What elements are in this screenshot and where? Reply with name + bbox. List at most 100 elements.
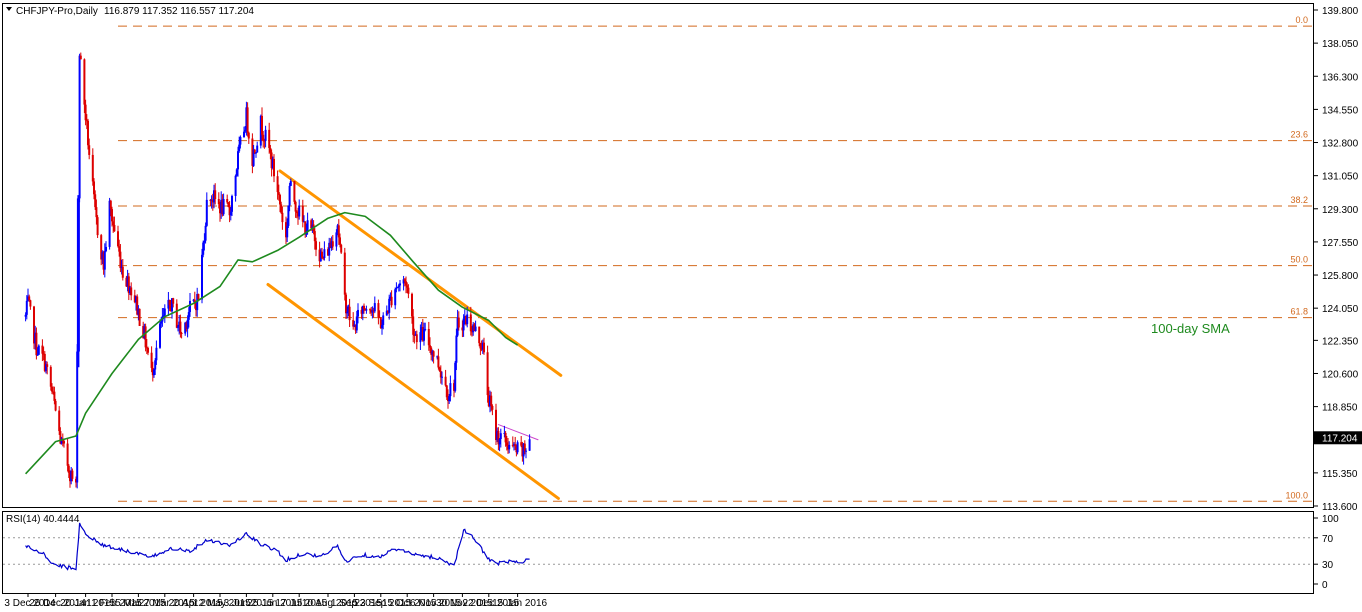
rsi-tick-label: 30 [1322,560,1334,571]
candle-body [46,364,49,367]
candle-body [525,450,527,452]
candle [280,201,283,214]
candle-body [171,298,173,312]
candle-body [159,323,161,348]
price-tick-label: 120.600 [1322,369,1359,380]
candle-body [137,308,140,315]
candle [268,122,271,154]
candle [361,305,364,321]
candle-body [246,107,249,133]
candle-body [287,205,290,226]
candle-body [220,199,223,214]
candle-body [229,211,232,216]
sma-label: 100-day SMA [1151,321,1230,336]
candle-body [93,181,95,195]
candle-body [210,199,213,201]
candle-body [352,320,355,327]
date-tick-label: 15 Oct 2015 [382,598,437,609]
candle [444,369,447,387]
candle-body [251,138,254,166]
candle-body [522,443,525,457]
collapse-triangle-icon[interactable] [6,7,12,11]
candle [281,206,284,230]
candle [447,389,449,409]
channel-lines [266,169,563,500]
price-tick-label: 124.050 [1322,304,1359,315]
candle [203,233,206,251]
candle [153,368,155,378]
candle [304,221,307,238]
candle [403,278,406,287]
candle [521,441,524,462]
candle-body [372,309,375,312]
candle [355,310,358,334]
candle-body [306,220,309,232]
candle-body [431,351,434,355]
candle [508,441,511,454]
candle [121,258,124,281]
candle-body [365,309,368,311]
candle [66,438,69,472]
candle [145,339,148,355]
candle [396,286,399,288]
candle-body [45,364,47,371]
candle-body [448,396,451,402]
candle [46,361,49,375]
candle-body [63,441,65,444]
candle-body [346,311,349,314]
candle-body [222,199,225,215]
candle [237,146,239,177]
candle-body [76,198,80,352]
candle [297,207,299,225]
candle [336,223,339,236]
candle-body [281,212,284,223]
candle-body [119,251,122,269]
candle-body [184,322,187,334]
candle-body [289,181,292,186]
candle [360,306,363,319]
date-tick-label: 17 Jul 2015 [275,598,327,609]
candle-body [69,472,71,482]
candle-body [245,107,248,130]
candle-body [33,306,35,344]
candle [117,225,119,248]
candle-body [59,431,62,444]
candle [126,269,129,292]
candle-body [490,395,493,406]
candle [245,101,248,136]
date-tick-label: 30 Nov 2015 [436,598,493,609]
candle [119,244,122,273]
candle-body [330,241,333,248]
candle-body [479,343,482,349]
candle [171,298,173,319]
candle-body [454,362,457,391]
candle [505,435,508,451]
candle [219,201,221,222]
candle-body [145,347,148,349]
candle-body [515,446,518,453]
candle-body [197,293,200,300]
candle [91,148,94,186]
candle [168,299,171,312]
candle [184,321,187,336]
candle-body [85,120,88,122]
candle-body [201,254,203,300]
candle [84,99,87,126]
candle [36,347,39,356]
candle [348,298,351,327]
candle [76,195,80,368]
candle-body [41,345,44,354]
candle-body [438,367,441,372]
candle-body [52,391,55,393]
candle-body [371,309,374,313]
candle [377,299,380,325]
candle [420,321,423,341]
candle-body [504,432,507,443]
candle-body [405,281,407,286]
candle-body [121,266,124,278]
candle-body [390,296,393,306]
candle-body [363,305,365,310]
candle [289,178,292,187]
candle [462,314,465,337]
